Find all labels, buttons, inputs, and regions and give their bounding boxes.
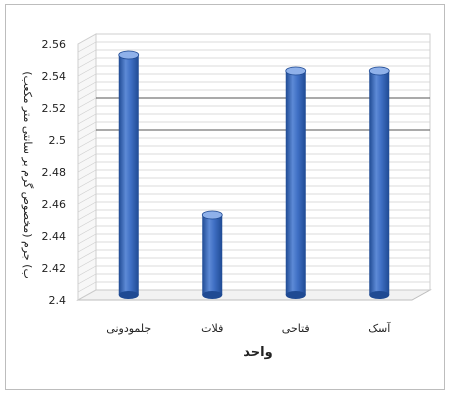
y-tick-label: 2.54 (42, 70, 67, 83)
gridline-side (77, 41, 97, 53)
gridline-side (77, 217, 97, 229)
gridline-side (77, 169, 97, 181)
gridline-side (77, 49, 97, 61)
y-tick-labels: 2.4 2.42 2.44 2.46 2.48 2.5 2.52 2.54 2.56 (42, 38, 67, 307)
gridline-side (77, 161, 97, 173)
bar (201, 210, 223, 299)
gridline-side (77, 145, 97, 157)
x-tick-label: جلمودونی (106, 322, 151, 335)
bar-base (285, 291, 306, 299)
gridline-side (77, 57, 97, 69)
bar-top (118, 50, 140, 60)
y-tick-label: 2.46 (42, 198, 67, 211)
bar-body (369, 71, 390, 295)
gridline-side (77, 97, 97, 109)
gridline-side (77, 257, 97, 269)
y-tick-label: 2.44 (42, 230, 67, 243)
gridline-side (77, 105, 97, 117)
x-axis-label: واحد (243, 345, 272, 360)
gridline-side (77, 81, 97, 93)
gridline-side (77, 289, 97, 301)
gridline-side (77, 241, 97, 253)
bar (118, 50, 140, 299)
gridline-side (77, 121, 97, 133)
bar-base (369, 291, 390, 299)
y-tick-label: 2.56 (42, 38, 67, 51)
gridline-side (77, 65, 97, 77)
gridline-side (77, 249, 97, 261)
bar-body (118, 55, 139, 295)
bar (285, 66, 307, 299)
gridline-side (77, 129, 97, 141)
bar-base (202, 291, 223, 299)
gridline-side (77, 201, 97, 213)
gridline-side (77, 137, 97, 149)
gridline-side (77, 113, 97, 125)
y-tick-label: 2.42 (42, 262, 67, 275)
gridline-side (77, 225, 97, 237)
bar-top (368, 66, 390, 76)
bar-base (118, 291, 139, 299)
bar-body (285, 71, 306, 295)
bars-group (118, 50, 390, 299)
gridline-side (77, 193, 97, 205)
y-tick-label: 2.48 (42, 166, 67, 179)
bar-top (201, 210, 223, 220)
gridline-side (77, 273, 97, 285)
gridline-side (77, 153, 97, 165)
gridline-side (77, 177, 97, 189)
y-tick-label: 2.52 (42, 102, 67, 115)
x-tick-labels: جلمودونی فلات فتاحی آسک (106, 321, 391, 335)
gridline-side (77, 281, 97, 293)
gridline-side (77, 89, 97, 101)
gridline-side (77, 265, 97, 277)
gridline-side (77, 233, 97, 245)
gridline-side (77, 73, 97, 85)
x-tick-label: آسک (368, 321, 391, 335)
x-tick-label: فتاحی (282, 322, 310, 335)
y-axis-label: ب) جرم (مخصوص گرم بر سانتی متر مکعب) (21, 71, 34, 279)
y-tick-label: 2.4 (49, 294, 67, 307)
y-tick-label: 2.5 (49, 134, 67, 147)
gridline-side (77, 185, 97, 197)
bar-top (285, 66, 307, 76)
gridline-side (77, 209, 97, 221)
bar-body (202, 215, 223, 295)
x-tick-label: فلات (201, 322, 223, 335)
bar (368, 66, 390, 299)
gridline-side (77, 33, 97, 45)
